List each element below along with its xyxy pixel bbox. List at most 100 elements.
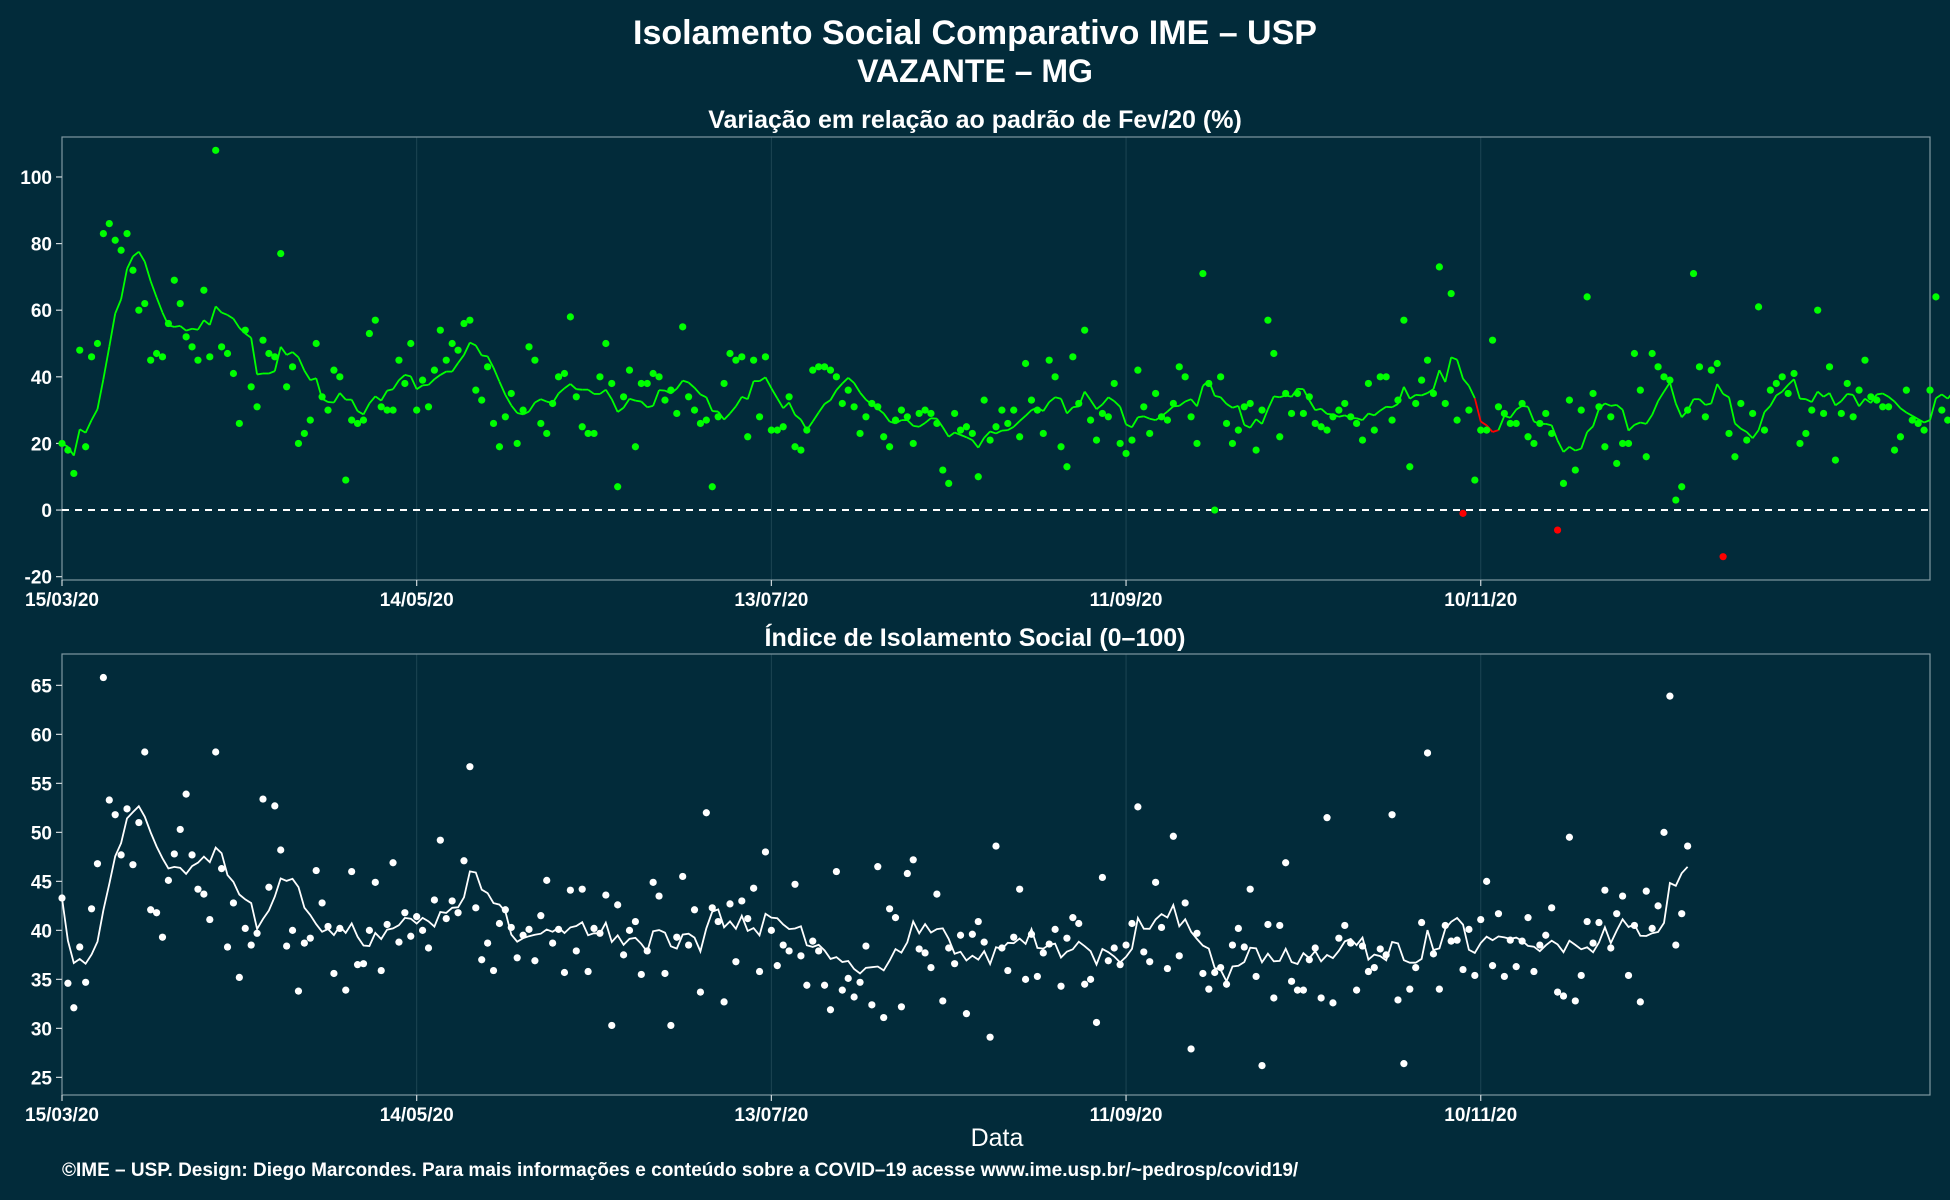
moving-average-segment bbox=[1562, 446, 1571, 453]
moving-average-segment bbox=[244, 332, 252, 339]
moving-average-segment bbox=[1137, 415, 1144, 419]
data-point bbox=[413, 913, 421, 921]
data-point bbox=[1483, 877, 1491, 885]
data-point bbox=[803, 981, 811, 989]
data-point bbox=[1553, 988, 1562, 996]
data-point bbox=[1684, 406, 1692, 414]
y-tick-label: 100 bbox=[20, 168, 52, 189]
variation-panel: -20 0 20 40 60 80 100 15/03/20 14/05/20 13/07/20 1… bbox=[20, 136, 1950, 611]
data-point bbox=[135, 818, 143, 827]
data-point bbox=[330, 969, 338, 978]
data-point bbox=[1435, 985, 1443, 993]
data-point bbox=[1016, 433, 1024, 441]
x-tick-label: 14/05/20 bbox=[380, 1105, 454, 1126]
moving-average-segment bbox=[498, 381, 507, 396]
data-point bbox=[1731, 453, 1739, 461]
data-point bbox=[1347, 413, 1355, 421]
moving-average-segment bbox=[149, 280, 158, 298]
data-point bbox=[1010, 406, 1018, 414]
data-point bbox=[141, 748, 149, 756]
data-point bbox=[1837, 409, 1845, 418]
data-point bbox=[549, 939, 557, 947]
data-point bbox=[549, 399, 557, 408]
data-point bbox=[158, 353, 167, 361]
data-point bbox=[1086, 416, 1095, 424]
moving-average-segment bbox=[1178, 400, 1186, 407]
moving-average-segment bbox=[1066, 406, 1074, 415]
data-point bbox=[383, 920, 391, 929]
data-point bbox=[1477, 915, 1485, 924]
data-point bbox=[1140, 403, 1148, 411]
data-point bbox=[188, 851, 196, 859]
data-point bbox=[200, 286, 208, 294]
moving-average-segment bbox=[256, 372, 264, 376]
data-point bbox=[1258, 406, 1266, 414]
moving-average-segment bbox=[729, 405, 737, 415]
data-point bbox=[1530, 439, 1538, 448]
moving-average-segment bbox=[143, 261, 152, 282]
moving-average-segment bbox=[481, 354, 488, 358]
data-point bbox=[170, 850, 178, 858]
data-point bbox=[826, 366, 835, 374]
data-point bbox=[1352, 419, 1361, 428]
data-point bbox=[968, 930, 976, 938]
moving-average-segment bbox=[1858, 398, 1866, 407]
data-point bbox=[395, 356, 403, 364]
data-point bbox=[1471, 971, 1479, 980]
data-point bbox=[797, 952, 805, 960]
data-point bbox=[1051, 373, 1059, 381]
data-point bbox=[773, 962, 781, 970]
data-point bbox=[685, 393, 693, 401]
moving-average-segment bbox=[1810, 391, 1819, 403]
data-point bbox=[1217, 373, 1225, 381]
data-point bbox=[619, 951, 628, 959]
data-point bbox=[891, 416, 900, 424]
data-point bbox=[566, 313, 574, 321]
data-point bbox=[661, 396, 669, 404]
moving-average-segment bbox=[1125, 423, 1133, 429]
data-point bbox=[1092, 1018, 1101, 1027]
data-point bbox=[472, 904, 480, 912]
moving-average-segment bbox=[1929, 397, 1937, 421]
data-point bbox=[543, 876, 551, 884]
data-point bbox=[1648, 349, 1656, 358]
moving-average-segment bbox=[599, 388, 607, 395]
moving-average-segment bbox=[1663, 382, 1671, 393]
moving-average-segment bbox=[1592, 408, 1600, 427]
data-point bbox=[1885, 403, 1893, 411]
data-point bbox=[1104, 413, 1112, 421]
data-point bbox=[590, 429, 598, 438]
data-point bbox=[655, 892, 663, 900]
data-point bbox=[744, 433, 752, 441]
data-point bbox=[229, 369, 238, 378]
data-point bbox=[1240, 403, 1248, 411]
data-point bbox=[212, 748, 220, 756]
moving-average-segment bbox=[362, 403, 371, 415]
data-point bbox=[1394, 996, 1402, 1004]
data-point bbox=[779, 941, 787, 949]
moving-average-segment bbox=[1048, 396, 1056, 403]
data-point bbox=[1601, 443, 1609, 451]
moving-average-segment bbox=[1497, 415, 1506, 431]
data-point bbox=[336, 373, 344, 381]
data-point bbox=[1311, 944, 1319, 952]
moving-average-segment bbox=[1462, 378, 1470, 387]
moving-average-segment bbox=[1427, 388, 1434, 394]
data-point bbox=[1293, 986, 1302, 994]
moving-average-segment bbox=[759, 376, 766, 382]
data-point bbox=[1098, 873, 1107, 882]
data-point bbox=[1719, 553, 1727, 561]
data-point bbox=[1583, 293, 1591, 301]
x-tick-label: 10/11/20 bbox=[1444, 590, 1517, 611]
moving-average-segment bbox=[1722, 393, 1730, 399]
moving-average-segment bbox=[1315, 407, 1322, 412]
moving-average-segment bbox=[392, 379, 400, 390]
moving-average-segment bbox=[966, 436, 973, 441]
data-point bbox=[1004, 419, 1012, 428]
panel-border bbox=[61, 136, 1931, 581]
data-point bbox=[791, 443, 799, 451]
data-point bbox=[1122, 941, 1130, 949]
data-point bbox=[537, 912, 545, 920]
data-point bbox=[306, 934, 314, 942]
data-point bbox=[294, 987, 303, 995]
